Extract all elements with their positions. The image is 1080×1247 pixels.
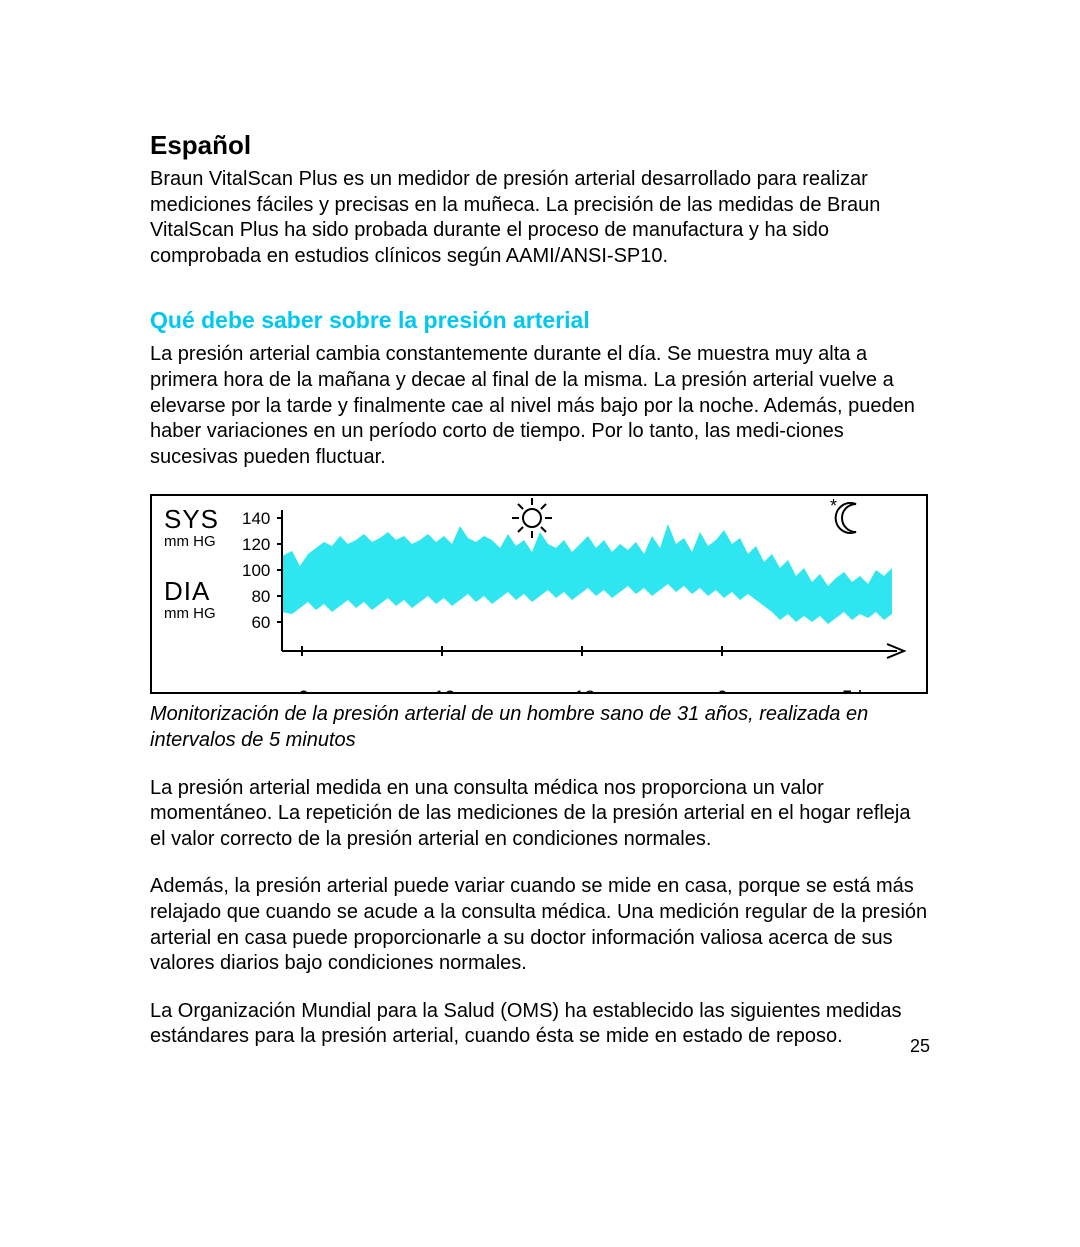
xlabel-6: 6 — [298, 688, 309, 694]
moon-icon — [836, 503, 856, 533]
xlabel-18: 18 — [574, 688, 595, 694]
paragraph-4: La Organización Mundial para la Salud (O… — [150, 999, 930, 1050]
document-page: Español Braun VitalScan Plus es un medid… — [0, 0, 1080, 1247]
paragraph-3: Además, la presión arterial puede variar… — [150, 874, 930, 976]
page-number: 25 — [910, 1036, 930, 1057]
chart-caption: Monitorización de la presión arterial de… — [150, 702, 930, 753]
xlabel-5h: 5 h — [842, 688, 868, 694]
bp-chart: SYS mm HG DIA mm HG 140 120 100 80 60 — [150, 494, 928, 694]
xlabel-12: 12 — [434, 688, 455, 694]
chart-svg: * — [152, 496, 928, 694]
paragraph-2: La presión arterial medida en una consul… — [150, 776, 930, 853]
xlabel-0: 0 — [717, 688, 728, 694]
sun-icon — [512, 498, 552, 538]
bp-area — [282, 524, 892, 624]
star-icon: * — [830, 496, 837, 516]
paragraph-1: La presión arterial cambia constantement… — [150, 342, 930, 470]
section-heading: Qué debe saber sobre la presión arterial — [150, 307, 930, 334]
page-title: Español — [150, 130, 930, 161]
intro-paragraph: Braun VitalScan Plus es un medidor de pr… — [150, 167, 930, 269]
